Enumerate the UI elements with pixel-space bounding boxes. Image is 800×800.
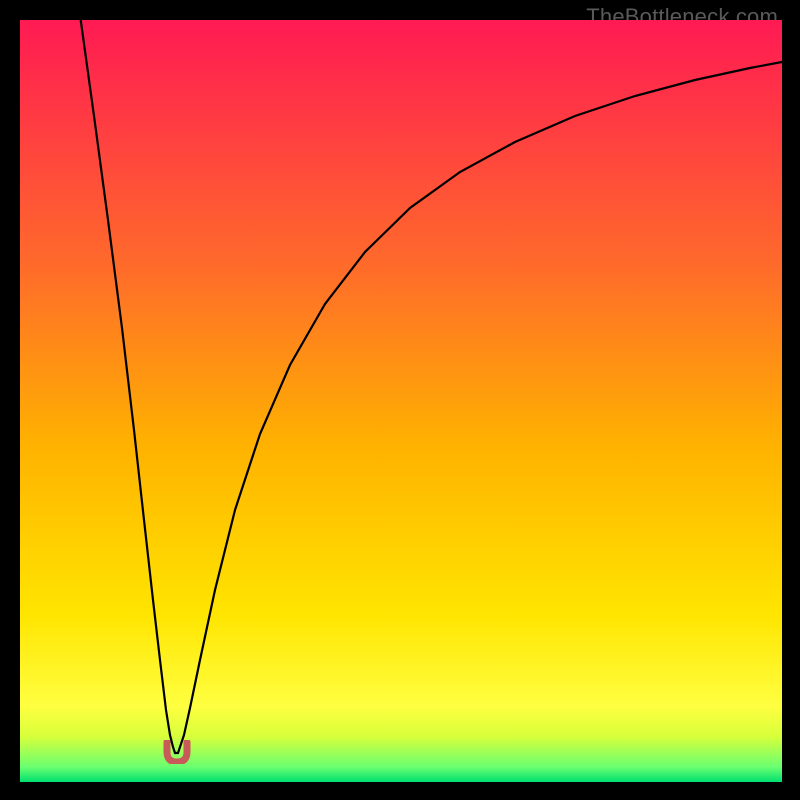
chart-canvas: TheBottleneck.com	[0, 0, 800, 800]
plot-area	[20, 20, 782, 782]
curve-line	[80, 20, 782, 753]
trough-marker	[163, 740, 191, 764]
curve-layer	[20, 20, 782, 782]
